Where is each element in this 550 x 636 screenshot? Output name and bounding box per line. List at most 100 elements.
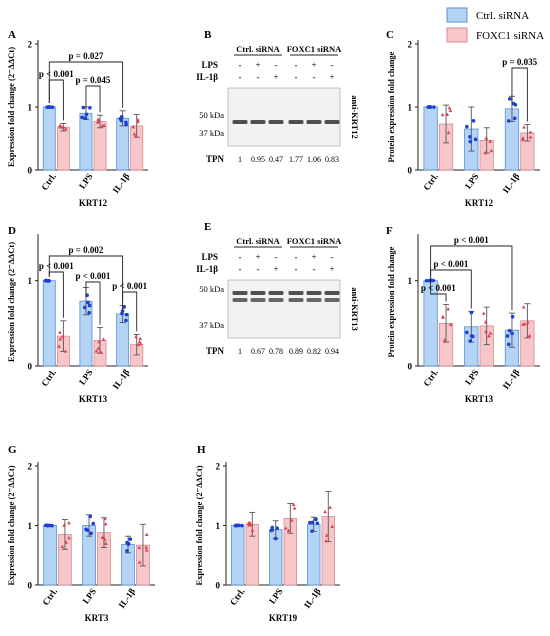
bar-foxc1-1 xyxy=(93,121,107,171)
replicate-dot-ctrl xyxy=(44,278,49,283)
y-tick-label: 0 xyxy=(28,581,33,591)
tpn-value: 0.47 xyxy=(269,155,283,164)
x-tick-label: LPS xyxy=(267,586,285,605)
tpn-value: 0.67 xyxy=(251,347,265,356)
replicate-dot-ctrl xyxy=(465,124,469,129)
replicate-dot-foxc1 xyxy=(60,334,65,339)
blot-panel-b: B Ctrl. siRNA FOXC1 siRNA LPS IL-1β - + - - + - - - +… xyxy=(196,29,360,164)
bar-ctrl-0 xyxy=(43,525,57,586)
legend-swatch-ctrl xyxy=(446,7,468,23)
x-tick-label: IL-1β xyxy=(111,367,132,391)
y-tick-label: 0 xyxy=(408,166,413,176)
replicate-dot-ctrl xyxy=(471,119,476,123)
tpn-value: 0.95 xyxy=(251,155,265,164)
lps-sign: - xyxy=(239,60,242,70)
x-tick-label: IL-1β xyxy=(501,367,522,391)
panel-letter: A xyxy=(8,29,16,41)
replicate-dot-ctrl xyxy=(270,525,275,530)
protein-band xyxy=(250,120,266,124)
replicate-dot-ctrl xyxy=(426,105,430,109)
y-axis-title: Protein expression fold change xyxy=(386,246,396,357)
protein-band xyxy=(324,120,340,124)
bar-ctrl-0 xyxy=(231,525,245,586)
chart-panel-f: F 0 1 Protein expression fold change Ctrl. LP… xyxy=(386,225,540,404)
replicate-dot-foxc1 xyxy=(101,337,106,341)
replicate-dot-foxc1 xyxy=(448,108,453,112)
replicate-dot-foxc1 xyxy=(250,528,255,532)
significance-bracket xyxy=(430,245,513,311)
replicate-dot-ctrl xyxy=(87,310,91,315)
p-value-label: p = 0.027 xyxy=(69,51,104,61)
replicate-dot-ctrl xyxy=(431,278,436,283)
protein-band xyxy=(250,291,266,295)
il1b-sign: - xyxy=(257,72,260,82)
lps-row-label: LPS xyxy=(201,252,218,262)
replicate-dot-foxc1 xyxy=(521,136,525,140)
lps-sign: - xyxy=(331,60,334,70)
tpn-value: 0.94 xyxy=(325,347,339,356)
p-value-label: p < 0.001 xyxy=(454,235,489,245)
significance-bracket xyxy=(430,276,447,302)
replicate-dot-foxc1 xyxy=(100,535,105,539)
replicate-dot-foxc1 xyxy=(57,344,61,348)
replicate-dot-foxc1 xyxy=(483,320,488,324)
replicate-dot-foxc1 xyxy=(144,548,149,552)
lps-sign: - xyxy=(275,60,278,70)
x-tick-label: IL-1β xyxy=(501,171,522,195)
replicate-dot-ctrl xyxy=(464,330,469,335)
protein-band xyxy=(232,291,248,295)
replicate-dot-foxc1 xyxy=(324,538,328,543)
panel-letter: E xyxy=(204,221,211,233)
lps-sign: - xyxy=(331,252,334,262)
y-axis-title: Expression fold change (2⁻ΔΔCt) xyxy=(194,465,204,585)
replicate-dot-ctrl xyxy=(86,300,90,305)
replicate-dot-ctrl xyxy=(84,112,89,117)
il1b-sign: - xyxy=(295,72,298,82)
replicate-dot-foxc1 xyxy=(104,522,108,526)
replicate-dot-foxc1 xyxy=(527,333,532,338)
replicate-dot-foxc1 xyxy=(441,314,445,319)
tpn-value: 0.89 xyxy=(289,347,303,356)
x-tick-label: IL-1β xyxy=(116,586,137,610)
x-tick-label: IL-1β xyxy=(111,171,132,195)
il1b-sign: - xyxy=(257,264,260,274)
replicate-dot-ctrl xyxy=(84,527,88,532)
lps-sign: + xyxy=(311,252,316,262)
replicate-dot-foxc1 xyxy=(528,130,533,134)
protein-band xyxy=(288,298,304,302)
chart-panel-h: H 0 1 2 Expression fold change (2⁻ΔΔCt) Ctrl.… xyxy=(194,444,340,623)
replicate-dot-foxc1 xyxy=(136,119,140,124)
replicate-dot-foxc1 xyxy=(291,502,296,507)
significance-bracket xyxy=(122,291,138,332)
replicate-dot-foxc1 xyxy=(67,520,71,525)
protein-band xyxy=(232,298,248,302)
tpn-value: 1 xyxy=(238,347,242,356)
replicate-dot-ctrl xyxy=(468,339,473,343)
il1b-sign: - xyxy=(313,264,316,274)
x-tick-label: IL-1β xyxy=(302,586,323,610)
replicate-dot-foxc1 xyxy=(63,349,68,353)
replicate-dot-foxc1 xyxy=(528,135,533,139)
x-tick-label: LPS xyxy=(77,171,95,190)
replicate-dot-foxc1 xyxy=(97,339,101,344)
significance-bracket xyxy=(48,255,124,303)
replicate-dot-foxc1 xyxy=(131,125,136,129)
antibody-label: anti-KRT13 xyxy=(350,287,360,331)
replicate-dot-ctrl xyxy=(273,536,278,541)
replicate-dot-ctrl xyxy=(315,521,320,526)
tpn-label: TPN xyxy=(206,154,225,164)
lps-sign: - xyxy=(275,252,278,262)
gene-label: KRT13 xyxy=(465,394,494,404)
significance-bracket xyxy=(85,281,101,325)
replicate-dot-ctrl xyxy=(80,115,84,120)
tpn-value: 1.77 xyxy=(289,155,303,164)
legend-label-ctrl: Ctrl. siRNA xyxy=(476,10,529,22)
replicate-dot-ctrl xyxy=(308,520,312,525)
y-tick-label: 2 xyxy=(28,462,33,472)
replicate-dot-ctrl xyxy=(87,303,92,308)
replicate-dot-foxc1 xyxy=(488,331,493,335)
bar-ctrl-0 xyxy=(42,106,56,171)
replicate-dot-ctrl xyxy=(473,137,478,142)
antibody-label: anti-KRT12 xyxy=(350,95,360,139)
